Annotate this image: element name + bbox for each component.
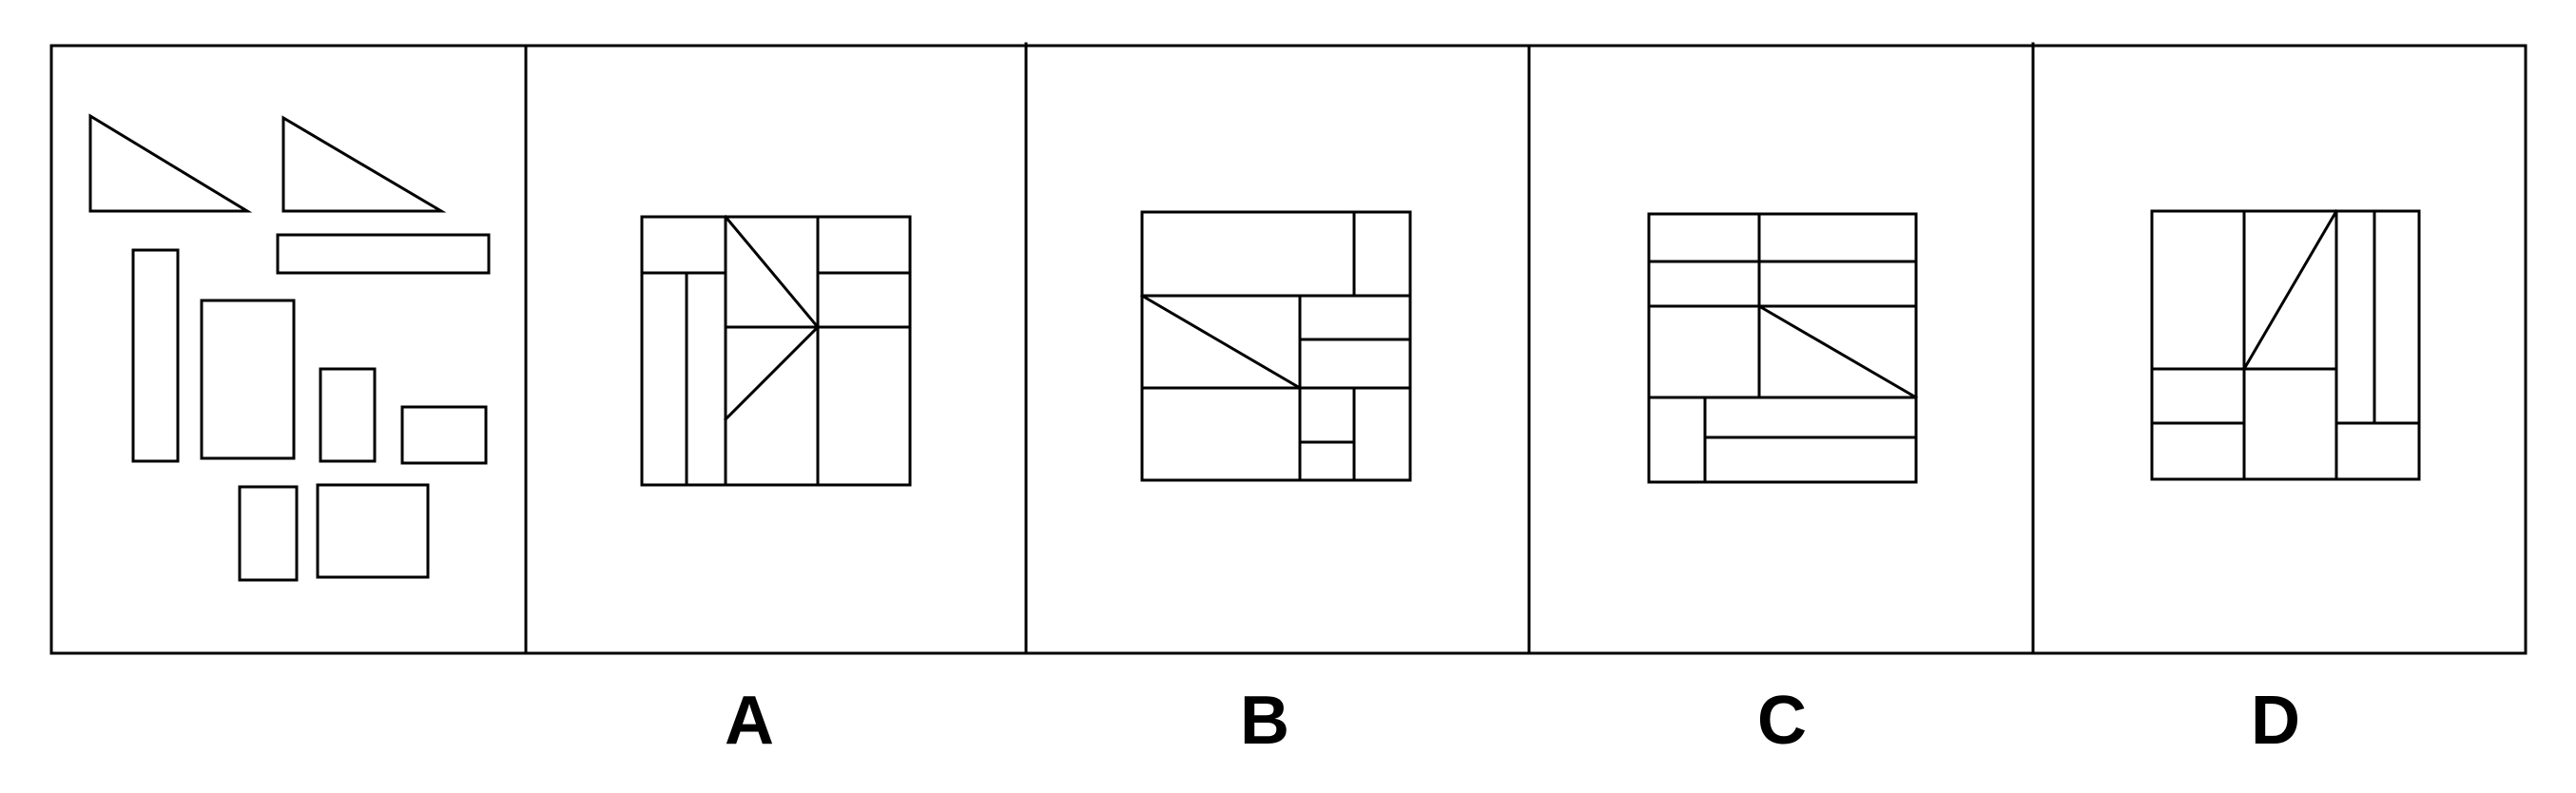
given-pieces-panel bbox=[88, 113, 491, 582]
rect-piece bbox=[238, 485, 299, 582]
outer-frame bbox=[49, 44, 2528, 655]
option-c-figure bbox=[1647, 212, 1919, 484]
option-label-b: B bbox=[1240, 683, 1289, 759]
rect-piece bbox=[319, 367, 377, 463]
rect-piece bbox=[276, 233, 491, 275]
option-label-c: C bbox=[1757, 683, 1807, 759]
rect-piece bbox=[316, 483, 430, 579]
rect-piece bbox=[131, 248, 180, 463]
triangle-piece bbox=[88, 113, 253, 213]
option-a-figure bbox=[640, 214, 912, 487]
triangle-piece bbox=[281, 115, 447, 213]
option-b-figure bbox=[1139, 210, 1412, 482]
option-label-d: D bbox=[2251, 683, 2300, 759]
option-label-a: A bbox=[725, 683, 774, 759]
rect-piece bbox=[200, 299, 296, 460]
rect-piece bbox=[400, 405, 488, 465]
option-d-figure bbox=[2150, 208, 2421, 481]
